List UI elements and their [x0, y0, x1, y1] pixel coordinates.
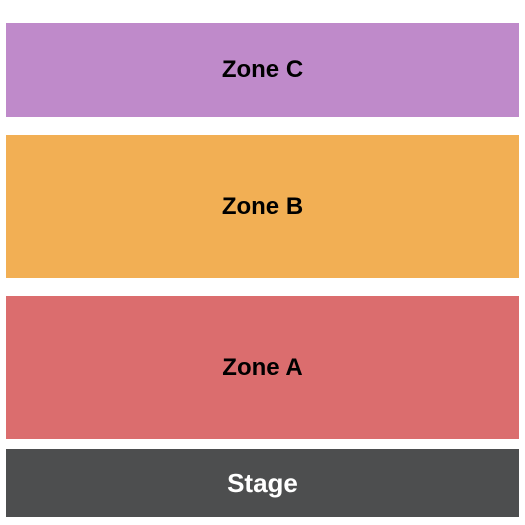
zone-a-label: Zone A	[222, 354, 302, 382]
zone-b-section[interactable]: Zone B	[6, 135, 519, 278]
seating-map: Zone C Zone B Zone A Stage	[0, 0, 525, 525]
zone-c-section[interactable]: Zone C	[6, 23, 519, 117]
zone-b-label: Zone B	[222, 193, 303, 221]
stage-label: Stage	[227, 468, 298, 499]
stage-section: Stage	[6, 449, 519, 517]
zone-c-label: Zone C	[222, 56, 303, 84]
zone-a-section[interactable]: Zone A	[6, 296, 519, 439]
